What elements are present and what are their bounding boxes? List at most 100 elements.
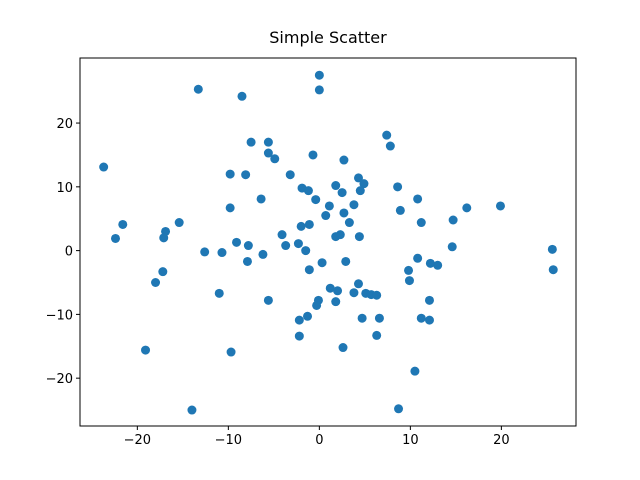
point [404, 276, 414, 286]
point [495, 201, 505, 211]
point [99, 162, 109, 172]
point [256, 194, 266, 204]
point [339, 208, 349, 218]
point [416, 218, 426, 228]
chart-title: Simple Scatter [269, 28, 387, 47]
point [263, 295, 273, 305]
point [242, 256, 252, 266]
point [416, 313, 426, 323]
point [217, 248, 227, 258]
point [357, 313, 367, 323]
point [425, 258, 435, 268]
point [317, 258, 327, 268]
point [393, 182, 403, 192]
point [301, 246, 311, 256]
point [413, 194, 423, 204]
point [331, 232, 341, 242]
point [159, 233, 169, 243]
point [341, 256, 351, 266]
point [372, 330, 382, 340]
point [193, 84, 203, 94]
point [314, 85, 324, 95]
point [325, 283, 335, 293]
point [246, 137, 256, 147]
point [331, 297, 341, 307]
point [337, 188, 347, 198]
x-tick-label: −20 [124, 433, 151, 448]
point [296, 221, 306, 231]
point [225, 203, 235, 213]
point [118, 219, 128, 229]
point [243, 241, 253, 251]
point [304, 219, 314, 229]
point [321, 211, 331, 221]
point [241, 170, 251, 180]
point [448, 215, 458, 225]
point [303, 186, 313, 196]
point [548, 265, 558, 275]
point [294, 331, 304, 341]
point [404, 265, 414, 275]
x-tick-label: −10 [215, 433, 242, 448]
point [394, 404, 404, 414]
point [237, 91, 247, 101]
point [141, 345, 151, 355]
point [293, 239, 303, 249]
point [353, 173, 363, 183]
point [263, 137, 273, 147]
point [200, 247, 210, 257]
point [349, 288, 359, 298]
point [151, 277, 161, 287]
point [110, 233, 120, 243]
y-tick-label: 20 [56, 117, 73, 132]
y-tick-label: 10 [56, 181, 73, 196]
point [232, 237, 242, 247]
x-tick-label: 0 [315, 433, 323, 448]
point [395, 205, 405, 215]
point [344, 218, 354, 228]
point [303, 311, 313, 321]
point [374, 313, 384, 323]
point [349, 200, 359, 210]
point [214, 288, 224, 298]
point [263, 148, 273, 158]
point [174, 218, 184, 228]
point [294, 315, 304, 325]
point [462, 203, 472, 213]
plot-frame [79, 57, 577, 427]
point [424, 315, 434, 325]
point [304, 265, 314, 275]
point [333, 286, 343, 296]
point [324, 201, 334, 211]
point [312, 300, 322, 310]
point [308, 150, 318, 160]
point [354, 232, 364, 242]
point [382, 130, 392, 140]
point [187, 405, 197, 415]
point [447, 242, 457, 252]
point [338, 343, 348, 353]
point [331, 181, 341, 191]
point [158, 267, 168, 277]
point [424, 295, 434, 305]
point [372, 290, 382, 300]
point [433, 260, 443, 270]
point [413, 253, 423, 263]
point [547, 244, 557, 254]
point [410, 366, 420, 376]
x-tick-label: 10 [402, 433, 419, 448]
y-tick-label: −20 [46, 372, 73, 387]
point [285, 170, 295, 180]
point [281, 241, 291, 251]
x-tick-label: 20 [493, 433, 510, 448]
point [359, 179, 369, 189]
point [353, 279, 363, 289]
point [314, 70, 324, 80]
point [226, 347, 236, 357]
point [385, 141, 395, 151]
point [258, 249, 268, 259]
y-tick-label: 0 [65, 245, 73, 260]
point [225, 169, 235, 179]
